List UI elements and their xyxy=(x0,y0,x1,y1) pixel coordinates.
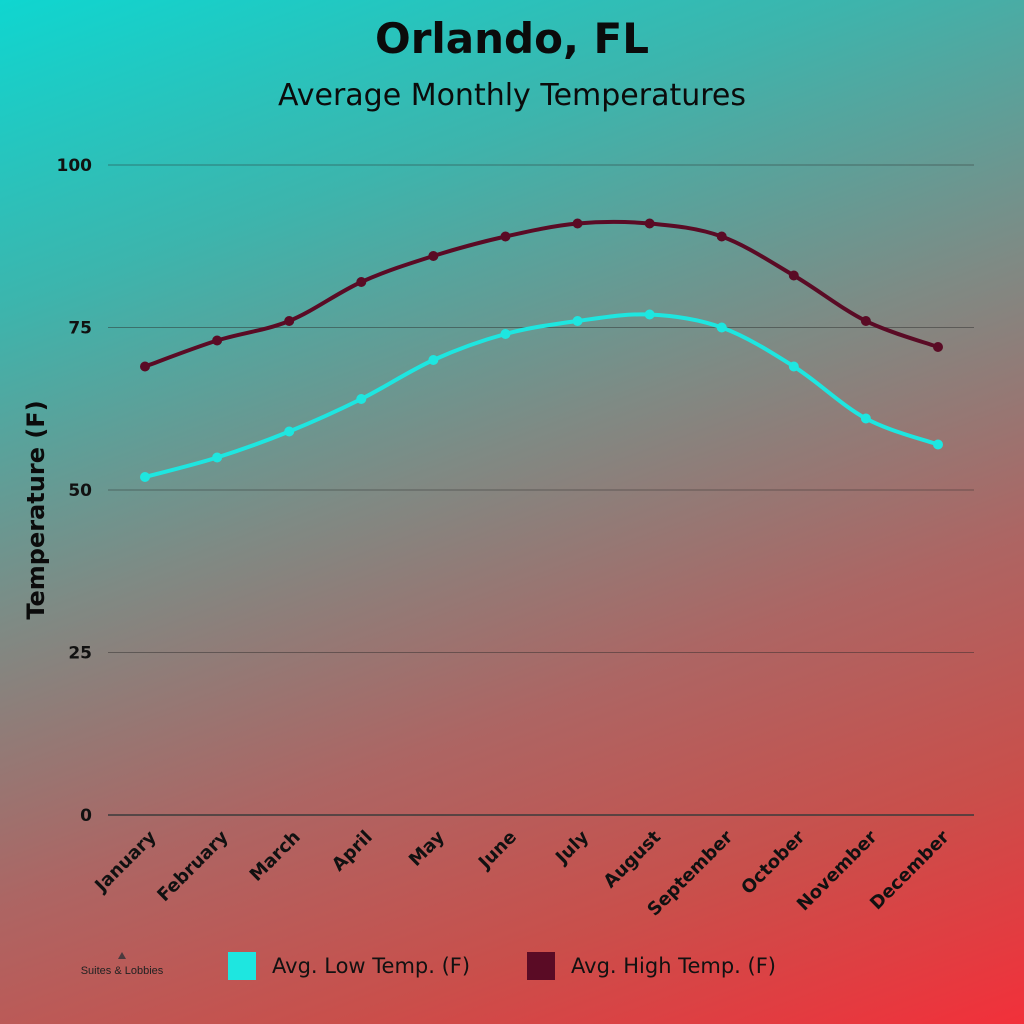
y-tick-label: 75 xyxy=(68,319,92,339)
building-icon xyxy=(118,952,126,959)
data-point xyxy=(212,452,223,463)
data-point xyxy=(644,218,655,229)
x-tick-label: August xyxy=(600,826,666,892)
x-tick-label: June xyxy=(473,827,521,875)
data-point xyxy=(428,355,439,365)
y-tick-label: 25 xyxy=(68,644,92,664)
data-point xyxy=(500,231,511,242)
data-point xyxy=(860,316,871,326)
data-point xyxy=(356,277,367,287)
chart-title: Orlando, FL xyxy=(374,14,649,63)
data-point xyxy=(500,329,511,339)
legend-label-low: Avg. Low Temp. (F) xyxy=(272,954,471,978)
x-tick-label: March xyxy=(246,827,305,886)
data-point xyxy=(572,218,583,229)
y-axis-label: Temperature (F) xyxy=(22,400,50,619)
data-point xyxy=(428,251,439,261)
data-point xyxy=(788,270,799,281)
data-point xyxy=(644,309,655,320)
y-tick-label: 100 xyxy=(57,156,93,176)
brand-logo: Suites & Lobbies xyxy=(72,946,172,977)
data-point xyxy=(933,439,943,450)
data-point xyxy=(140,472,150,482)
data-point xyxy=(860,413,871,424)
series-line-0 xyxy=(144,312,939,479)
x-tick-label: July xyxy=(550,827,593,870)
legend-swatch-high xyxy=(527,952,555,980)
x-tick-label: April xyxy=(328,827,377,876)
data-point xyxy=(140,361,150,372)
grid-lines xyxy=(108,164,974,816)
x-tick-label: January xyxy=(90,827,161,898)
x-tick-label: May xyxy=(405,827,449,871)
y-tick-labels: 0 25 50 75 100 xyxy=(57,156,93,826)
brand-name: Suites & Lobbies xyxy=(80,965,164,977)
data-point xyxy=(212,335,223,346)
y-tick-label: 0 xyxy=(80,806,92,826)
data-point xyxy=(572,316,583,326)
legend-item-low: Avg. Low Temp. (F) xyxy=(228,952,470,980)
data-point xyxy=(716,231,727,242)
legend-item-high: Avg. High Temp. (F) xyxy=(527,952,776,980)
data-point xyxy=(933,342,943,352)
series-layer xyxy=(140,218,943,482)
data-point xyxy=(284,426,295,437)
x-tick-label: October xyxy=(737,827,809,899)
data-point xyxy=(716,322,727,333)
legend: Avg. Low Temp. (F) Avg. High Temp. (F) xyxy=(0,950,1024,990)
data-point xyxy=(356,394,367,404)
legend-swatch-low xyxy=(228,952,256,980)
data-point xyxy=(788,361,799,372)
legend-label-high: Avg. High Temp. (F) xyxy=(571,954,776,978)
y-tick-label: 50 xyxy=(68,481,92,501)
data-point xyxy=(284,316,295,326)
x-tick-label: February xyxy=(153,826,232,905)
series-line-1 xyxy=(144,219,939,369)
chart-subtitle: Average Monthly Temperatures xyxy=(277,78,747,113)
